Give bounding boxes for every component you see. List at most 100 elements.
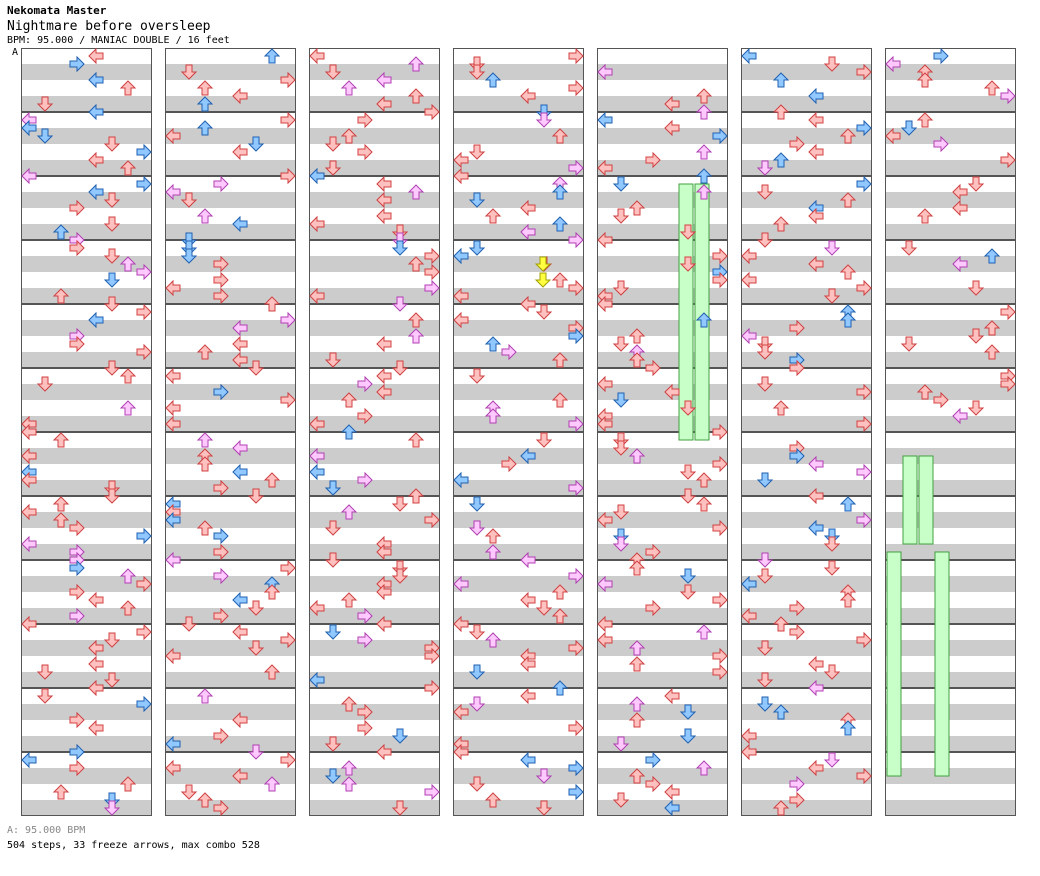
- step-arrow-D-eighth: [324, 480, 342, 496]
- step-arrow-L-quarter: [453, 615, 469, 633]
- step-arrow-R-sixteenth: [357, 471, 373, 489]
- beat-stripe: [21, 768, 152, 784]
- beat-stripe: [741, 320, 872, 336]
- measure-box: [453, 432, 584, 496]
- step-arrow-L-quarter: [453, 311, 469, 329]
- step-arrow-D-quarter: [756, 376, 774, 392]
- step-arrow-L-quarter: [165, 127, 181, 145]
- step-arrow-U-quarter: [52, 496, 70, 512]
- step-arrow-D-quarter: [823, 664, 841, 680]
- step-arrow-L-quarter: [741, 607, 757, 625]
- beat-stripe: [165, 800, 296, 816]
- step-arrow-D-sixteenth: [756, 160, 774, 176]
- step-arrow-L-quarter: [597, 159, 613, 177]
- step-arrow-L-eighth: [232, 591, 248, 609]
- beat-stripe: [741, 768, 872, 784]
- step-arrow-L-quarter: [232, 351, 248, 369]
- step-arrow-D-quarter: [103, 136, 121, 152]
- step-arrow-D-quarter: [324, 736, 342, 752]
- chart-stats: 504 steps, 33 freeze arrows, max combo 5…: [7, 840, 260, 851]
- step-arrow-D-quarter: [103, 488, 121, 504]
- measure-box: [885, 496, 1016, 560]
- step-arrow-L-eighth: [520, 447, 536, 465]
- step-arrow-R-quarter: [645, 151, 661, 169]
- step-arrow-L-sixteenth: [597, 63, 613, 81]
- beat-stripe: [309, 576, 440, 592]
- step-arrow-R-eighth: [69, 743, 85, 761]
- step-arrow-R-quarter: [136, 623, 152, 641]
- beat-stripe: [885, 544, 1016, 560]
- step-arrow-R-eighth: [213, 527, 229, 545]
- step-arrow-L-quarter: [741, 247, 757, 265]
- beat-stripe: [165, 544, 296, 560]
- step-arrow-D-quarter: [967, 280, 985, 296]
- step-arrow-R-sixteenth: [568, 567, 584, 585]
- step-arrow-D-eighth: [612, 176, 630, 192]
- measure-box: [453, 112, 584, 176]
- beat-stripe: [453, 800, 584, 816]
- step-arrow-U-sixteenth: [695, 144, 713, 160]
- beat-stripe: [741, 160, 872, 176]
- step-arrow-U-quarter: [839, 264, 857, 280]
- beat-stripe: [21, 576, 152, 592]
- step-arrow-R-quarter: [789, 599, 805, 617]
- measure-box: [885, 432, 1016, 496]
- step-arrow-U-quarter: [407, 432, 425, 448]
- step-arrow-R-eighth: [136, 143, 152, 161]
- step-arrow-U-quarter: [551, 128, 569, 144]
- step-arrow-U-eighth: [196, 120, 214, 136]
- beat-stripe: [741, 480, 872, 496]
- beat-stripe: [741, 416, 872, 432]
- step-arrow-U-quarter: [839, 592, 857, 608]
- measure-box: [741, 368, 872, 432]
- step-arrow-D-quarter: [612, 440, 630, 456]
- step-arrow-R-quarter: [280, 391, 296, 409]
- beat-stripe: [885, 736, 1016, 752]
- beat-stripe: [885, 288, 1016, 304]
- measure-box: [453, 176, 584, 240]
- beat-stripe: [309, 224, 440, 240]
- step-arrow-D-quarter: [391, 496, 409, 512]
- step-arrow-R-quarter: [69, 583, 85, 601]
- beat-stripe: [21, 128, 152, 144]
- step-arrow-U-sixteenth: [196, 208, 214, 224]
- step-arrow-D-quarter: [247, 600, 265, 616]
- step-arrow-R-sixteenth: [280, 311, 296, 329]
- step-arrow-R-quarter: [213, 479, 229, 497]
- step-arrow-R-quarter: [69, 759, 85, 777]
- step-arrow-D-quarter: [468, 64, 486, 80]
- step-arrow-R-sixteenth: [856, 511, 872, 529]
- step-arrow-R-quarter: [856, 415, 872, 433]
- step-arrow-L-eighth: [808, 519, 824, 537]
- step-arrow-L-quarter: [21, 615, 37, 633]
- beat-stripe: [741, 704, 872, 720]
- step-arrow-D-quarter: [324, 136, 342, 152]
- beat-stripe: [453, 416, 584, 432]
- step-arrow-R-eighth: [568, 327, 584, 345]
- step-arrow-R-eighth: [69, 559, 85, 577]
- measure-box: [21, 304, 152, 368]
- freeze-arrow: [678, 183, 694, 441]
- beat-stripe: [165, 352, 296, 368]
- step-arrow-R-quarter: [712, 591, 728, 609]
- step-arrow-R-quarter: [69, 335, 85, 353]
- step-arrow-U-eighth: [839, 312, 857, 328]
- step-arrow-L-quarter: [808, 487, 824, 505]
- step-arrow-U-quarter: [916, 208, 934, 224]
- step-arrow-D-eighth: [180, 248, 198, 264]
- step-arrow-L-sixteenth: [952, 255, 968, 273]
- beat-stripe: [309, 800, 440, 816]
- step-arrow-L-eighth: [520, 751, 536, 769]
- step-arrow-U-quarter: [407, 488, 425, 504]
- step-arrow-D-sixteenth: [823, 752, 841, 768]
- step-arrow-R-quarter: [568, 719, 584, 737]
- beat-stripe: [885, 768, 1016, 784]
- step-arrow-L-sixteenth: [741, 327, 757, 345]
- step-arrow-D-quarter: [36, 664, 54, 680]
- step-arrow-L-quarter: [376, 543, 392, 561]
- step-arrow-R-sixteenth: [213, 175, 229, 193]
- step-arrow-L-quarter: [21, 447, 37, 465]
- bpm-marker: A: [12, 47, 19, 58]
- beat-stripe: [309, 448, 440, 464]
- step-arrow-R-quarter: [69, 519, 85, 537]
